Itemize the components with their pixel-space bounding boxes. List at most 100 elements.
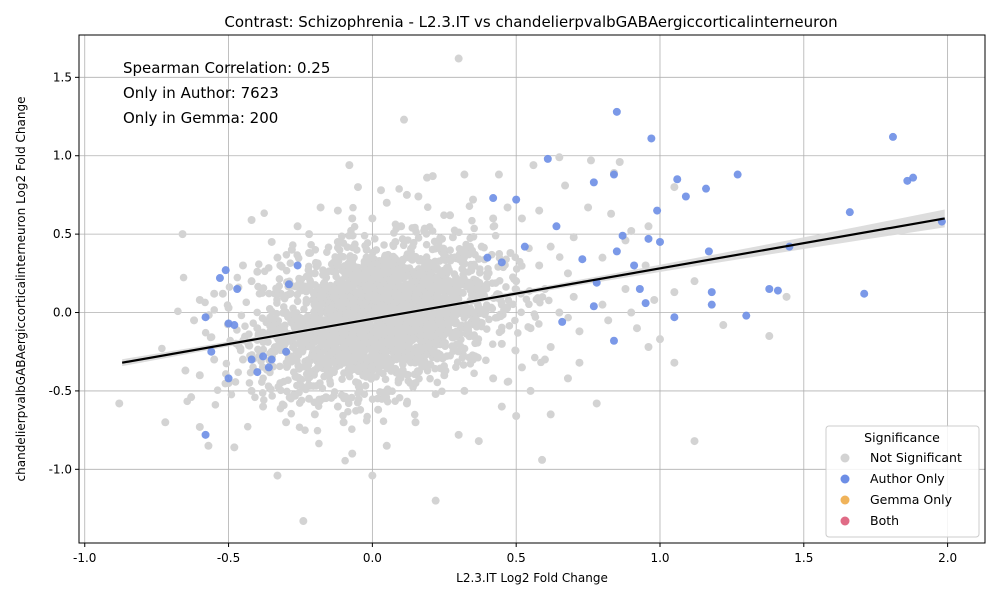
- cloud-point: [321, 283, 330, 292]
- cloud-point: [398, 284, 406, 293]
- cloud-point: [321, 270, 330, 278]
- point-author-only: [888, 132, 897, 141]
- point-author-only: [641, 299, 650, 308]
- cloud-point: [482, 356, 490, 365]
- point-not-significant: [411, 418, 420, 427]
- point-not-significant: [333, 261, 342, 270]
- cloud-point: [423, 203, 432, 211]
- cloud-point: [222, 359, 231, 368]
- cloud-point: [293, 297, 302, 306]
- cloud-point: [511, 346, 520, 355]
- cloud-point: [301, 426, 309, 434]
- point-not-significant: [397, 222, 406, 231]
- point-author-only: [742, 311, 751, 320]
- cloud-point: [259, 328, 267, 337]
- point-author-only: [264, 363, 273, 372]
- cloud-point: [295, 274, 303, 283]
- regression-line-path: [121, 217, 945, 364]
- cloud-point: [438, 325, 447, 333]
- point-not-significant: [353, 379, 362, 388]
- cloud-point: [233, 273, 242, 282]
- point-author-only: [293, 261, 302, 270]
- cloud-point: [338, 375, 346, 383]
- cloud-point: [307, 241, 315, 249]
- cloud-point: [348, 425, 356, 433]
- cloud-point: [424, 362, 432, 371]
- x-tick-label: 0.5: [507, 551, 526, 565]
- point-not-significant: [561, 181, 570, 190]
- cloud-point: [355, 386, 364, 394]
- cloud-point: [241, 322, 249, 331]
- point-not-significant: [178, 230, 187, 239]
- point-not-significant: [368, 214, 377, 223]
- cloud-point: [481, 310, 489, 319]
- point-not-significant: [546, 242, 555, 251]
- point-not-significant: [238, 355, 247, 364]
- cloud-point: [316, 379, 324, 387]
- cloud-point: [315, 363, 324, 372]
- point-not-significant: [273, 253, 282, 262]
- cloud-point: [346, 336, 355, 344]
- cloud-point: [275, 275, 284, 283]
- cloud-point: [318, 339, 326, 348]
- legend-label-gemma-only: Gemma Only: [870, 492, 953, 507]
- point-author-only: [618, 231, 627, 240]
- point-not-significant: [161, 418, 170, 427]
- cloud-point: [264, 338, 272, 346]
- point-not-significant: [477, 242, 486, 251]
- point-author-only: [589, 302, 598, 311]
- point-not-significant: [719, 321, 728, 330]
- cloud-point: [438, 280, 446, 288]
- cloud-point: [465, 202, 474, 210]
- cloud-point: [404, 318, 412, 327]
- point-not-significant: [448, 233, 457, 242]
- point-not-significant: [267, 347, 276, 356]
- cloud-point: [379, 417, 388, 426]
- cloud-point: [246, 368, 255, 377]
- cloud-point: [343, 350, 352, 358]
- cloud-point: [270, 325, 278, 334]
- point-not-significant: [454, 54, 463, 63]
- cloud-point: [564, 313, 572, 322]
- point-not-significant: [414, 192, 423, 201]
- legend-box: [825, 425, 980, 538]
- legend-label-author-only: Author Only: [870, 471, 945, 486]
- point-not-significant: [655, 335, 664, 344]
- point-not-significant: [325, 371, 334, 380]
- cloud-point: [407, 336, 416, 345]
- x-axis-label: L2.3.IT Log2 Fold Change: [456, 571, 608, 585]
- cloud-point: [442, 311, 451, 320]
- cloud-point: [398, 343, 406, 352]
- cloud-point: [388, 259, 397, 268]
- point-not-significant: [224, 303, 233, 312]
- cloud-point: [399, 241, 408, 250]
- regression-line: [121, 217, 945, 364]
- point-not-significant: [310, 269, 319, 278]
- point-author-only: [221, 266, 230, 275]
- cloud-point: [361, 382, 370, 390]
- cloud-point: [300, 305, 308, 313]
- point-author-only: [655, 237, 664, 246]
- point-not-significant: [353, 277, 362, 286]
- point-author-only: [733, 170, 742, 179]
- point-not-significant: [782, 292, 791, 301]
- point-author-only: [207, 347, 216, 356]
- cloud-point: [394, 292, 402, 301]
- cloud-point: [339, 267, 348, 276]
- cloud-point: [360, 261, 368, 269]
- point-not-significant: [440, 339, 449, 348]
- cloud-point: [291, 282, 300, 291]
- cloud-point: [352, 407, 360, 415]
- point-author-only: [845, 208, 854, 217]
- cloud-point: [291, 373, 300, 381]
- point-not-significant: [195, 422, 204, 431]
- legend-marker-both: [840, 516, 850, 526]
- cloud-point: [337, 334, 346, 343]
- cloud-point: [326, 380, 335, 388]
- cloud-point: [231, 378, 240, 386]
- point-not-significant: [584, 203, 593, 212]
- point-not-significant: [267, 237, 276, 246]
- cloud-point: [267, 385, 275, 394]
- point-not-significant: [469, 195, 478, 204]
- cloud-point: [414, 368, 423, 376]
